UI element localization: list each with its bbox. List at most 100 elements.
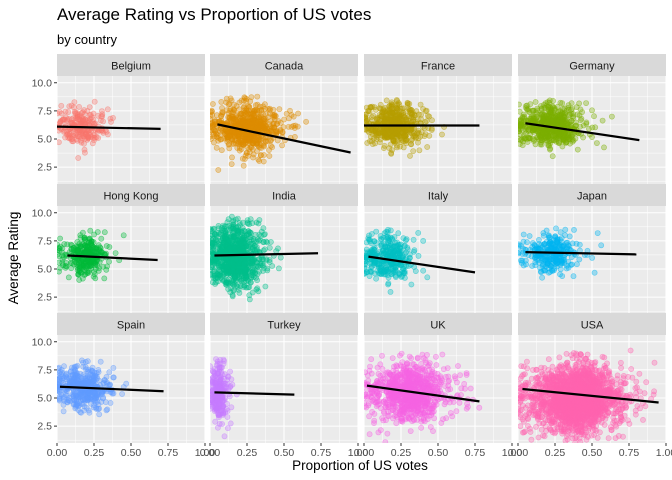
data-point	[70, 115, 77, 122]
data-point	[518, 257, 524, 264]
data-point	[569, 138, 576, 145]
data-point	[397, 245, 404, 252]
data-point	[258, 233, 264, 239]
data-point	[275, 245, 281, 252]
data-point	[589, 134, 595, 140]
trend-line	[368, 255, 476, 274]
data-point	[57, 118, 64, 125]
data-point	[377, 101, 384, 108]
data-point	[250, 151, 257, 158]
data-point	[566, 233, 573, 240]
data-point	[529, 135, 536, 142]
data-point	[227, 368, 233, 375]
data-point	[95, 394, 102, 401]
data-point	[228, 404, 235, 411]
data-point	[236, 99, 243, 106]
data-point	[418, 111, 424, 118]
data-point	[389, 251, 396, 258]
data-point	[383, 97, 390, 104]
data-point	[252, 124, 259, 131]
data-point	[377, 126, 383, 133]
data-point	[561, 110, 568, 116]
facet-strip	[518, 184, 666, 206]
data-point	[78, 393, 85, 400]
data-point	[565, 102, 572, 109]
data-point	[559, 143, 566, 150]
data-point	[90, 404, 97, 411]
data-point	[559, 258, 565, 265]
data-point	[264, 265, 271, 272]
data-point	[574, 111, 581, 118]
data-point	[554, 263, 560, 270]
data-point	[97, 358, 104, 365]
data-point	[255, 288, 262, 295]
data-point	[395, 127, 402, 134]
data-point	[227, 116, 234, 123]
data-point	[277, 254, 284, 261]
data-point	[541, 112, 547, 118]
data-point	[224, 138, 231, 145]
data-point	[89, 247, 96, 254]
data-point	[72, 403, 79, 410]
data-point	[569, 132, 576, 138]
data-point	[291, 125, 298, 131]
data-point	[576, 100, 582, 107]
data-point	[81, 107, 87, 113]
data-point	[541, 246, 548, 253]
data-point	[76, 127, 83, 134]
data-point	[77, 232, 84, 239]
data-point	[365, 108, 372, 114]
data-point	[88, 127, 95, 134]
facet-strip	[210, 54, 358, 76]
data-point	[257, 152, 264, 158]
data-point	[107, 115, 114, 122]
data-point	[105, 131, 111, 138]
data-point	[521, 132, 527, 139]
data-point	[250, 274, 257, 280]
data-point	[218, 407, 224, 414]
data-point	[552, 106, 558, 113]
data-point	[89, 368, 96, 375]
data-point	[255, 220, 262, 227]
data-point	[224, 263, 231, 270]
data-point	[58, 110, 65, 117]
data-point	[57, 127, 62, 134]
data-point	[89, 140, 96, 147]
data-point	[385, 280, 392, 287]
data-point	[255, 156, 262, 163]
data-point	[381, 250, 388, 257]
data-point	[57, 247, 61, 254]
data-point	[215, 137, 222, 144]
data-point	[390, 266, 396, 272]
data-point	[97, 249, 104, 256]
data-point	[236, 106, 243, 113]
data-point	[373, 228, 380, 235]
data-point	[388, 126, 395, 133]
data-point	[216, 263, 223, 270]
data-point	[586, 125, 592, 132]
data-point	[380, 260, 387, 267]
data-point	[263, 257, 270, 264]
data-point	[364, 111, 370, 117]
data-point	[373, 275, 379, 282]
data-point	[224, 280, 231, 286]
data-point	[524, 239, 530, 246]
data-point	[598, 242, 605, 249]
data-point	[366, 232, 372, 239]
data-point	[210, 375, 216, 381]
facet-strip	[210, 313, 358, 335]
facet-strip-label: Canada	[265, 61, 304, 73]
trend-line	[525, 122, 640, 142]
data-point	[408, 281, 415, 288]
data-point	[265, 114, 272, 120]
data-point	[546, 234, 553, 241]
data-point	[76, 104, 82, 110]
data-point	[411, 112, 418, 119]
data-point	[549, 137, 555, 144]
data-point	[583, 119, 590, 126]
data-point	[547, 109, 554, 116]
data-point	[103, 266, 110, 273]
data-point	[230, 106, 237, 113]
data-point	[529, 263, 535, 269]
facet-strip	[518, 54, 666, 76]
